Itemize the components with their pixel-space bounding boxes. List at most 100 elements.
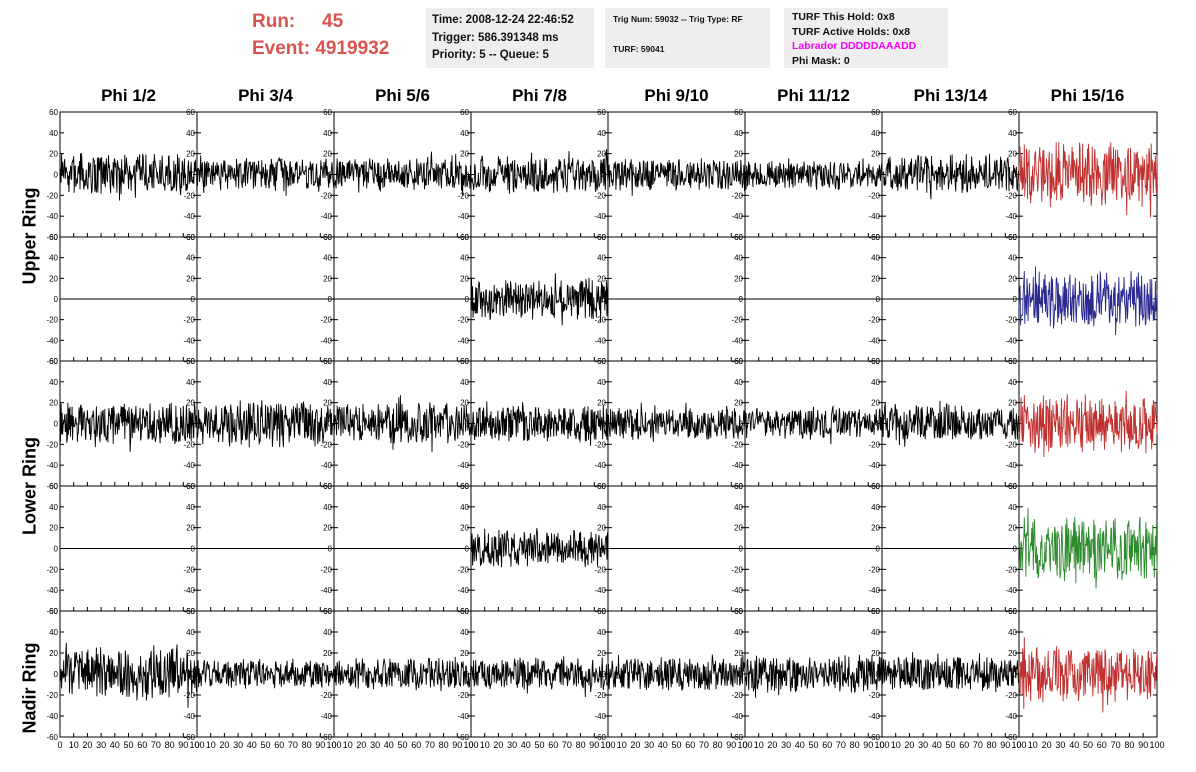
x-tick-label: 80 [1124,740,1134,750]
y-tick-label: 60 [186,607,195,616]
waveform-trace [470,401,609,446]
y-tick-label: 60 [871,482,880,491]
x-tick-label: 80 [850,740,860,750]
y-tick-label: 0 [876,420,881,429]
y-tick-label: 20 [871,399,880,408]
y-tick-label: 40 [871,628,880,637]
y-tick-label: -20 [594,191,606,200]
y-tick-label: -40 [46,336,58,345]
y-tick-label: 0 [54,670,59,679]
y-tick-label: 40 [49,254,58,263]
y-tick-label: 20 [323,150,332,159]
y-tick-label: -20 [1005,191,1017,200]
y-tick-label: 0 [1013,171,1018,180]
y-tick-label: 60 [1008,357,1017,366]
y-tick-label: -40 [46,586,58,595]
y-tick-label: 60 [186,482,195,491]
waveform-trace [470,273,609,326]
y-tick-label: 60 [460,482,469,491]
y-tick-label: 40 [323,378,332,387]
y-tick-label: 60 [323,482,332,491]
x-tick-label: 40 [932,740,942,750]
y-tick-label: -40 [46,461,58,470]
y-tick-label: 20 [186,150,195,159]
x-tick-label: 100 [1011,740,1026,750]
y-tick-label: 20 [597,399,606,408]
x-tick-label: 0 [331,740,336,750]
x-tick-label: 10 [343,740,353,750]
waveform-trace [607,158,746,196]
x-tick-label: 0 [1016,740,1021,750]
waveform-trace [333,394,472,453]
y-tick-label: 20 [49,150,58,159]
y-tick-label: -20 [731,565,743,574]
x-tick-label: 60 [1097,740,1107,750]
turf-this-hold-text: TURF This Hold: 0x8 [792,11,895,23]
waveform-trace [607,654,746,691]
y-tick-label: -20 [731,440,743,449]
y-tick-label: 40 [871,378,880,387]
x-tick-label: 0 [605,740,610,750]
x-tick-label: 60 [685,740,695,750]
y-tick-label: -40 [1005,212,1017,221]
priority-text: Priority: 5 -- Queue: 5 [432,49,549,61]
y-tick-label: 0 [191,545,196,554]
y-tick-label: -20 [46,691,58,700]
y-tick-label: -60 [731,733,743,742]
y-tick-label: 20 [49,399,58,408]
x-tick-label: 50 [945,740,955,750]
x-tick-label: 50 [123,740,133,750]
y-tick-label: 20 [1008,150,1017,159]
y-tick-label: 40 [1008,129,1017,138]
x-tick-label: 90 [1138,740,1148,750]
y-tick-label: -60 [594,733,606,742]
y-tick-label: 40 [734,129,743,138]
y-tick-label: 20 [186,524,195,533]
y-tick-label: -40 [320,586,332,595]
y-tick-label: 60 [597,108,606,117]
x-tick-label: 70 [973,740,983,750]
x-tick-label: 80 [987,740,997,750]
y-tick-label: -40 [457,461,469,470]
x-tick-label: 100 [1149,740,1164,750]
y-tick-label: 0 [739,420,744,429]
y-tick-label: -40 [868,586,880,595]
y-tick-label: 40 [186,129,195,138]
y-tick-label: 60 [1008,482,1017,491]
x-tick-label: 20 [356,740,366,750]
event-label: Event: [252,38,311,59]
y-tick-label: -40 [594,336,606,345]
plot-frame [1018,111,1158,238]
y-tick-label: 60 [49,357,58,366]
x-tick-label: 40 [521,740,531,750]
y-tick-label: 0 [328,545,333,554]
y-tick-label: 40 [1008,378,1017,387]
x-tick-label: 30 [644,740,654,750]
y-tick-label: -60 [1005,733,1017,742]
y-tick-label: 20 [186,399,195,408]
x-tick-label: 90 [863,740,873,750]
y-tick-label: -40 [868,461,880,470]
x-tick-label: 60 [822,740,832,750]
x-tick-label: 20 [493,740,503,750]
y-tick-label: 0 [1013,670,1018,679]
y-tick-label: -40 [731,336,743,345]
waveform-trace [744,405,883,445]
y-tick-label: 20 [323,524,332,533]
column-header-phi-7-8: Phi 7/8 [512,86,567,105]
y-tick-label: 40 [49,628,58,637]
x-tick-label: 90 [178,740,188,750]
y-tick-label: 0 [191,171,196,180]
y-tick-label: 40 [323,503,332,512]
phi-mask-text: Phi Mask: 0 [792,54,850,67]
y-tick-label: 0 [602,545,607,554]
x-tick-label: 10 [206,740,216,750]
y-tick-label: -40 [46,212,58,221]
y-tick-label: 60 [460,357,469,366]
trigger-info-box: Trig Num: 59032 -- Trig Type: RF TURF: 5… [605,8,770,68]
x-tick-label: 60 [959,740,969,750]
y-tick-label: 40 [323,628,332,637]
y-tick-label: 20 [49,649,58,658]
x-tick-label: 30 [918,740,928,750]
